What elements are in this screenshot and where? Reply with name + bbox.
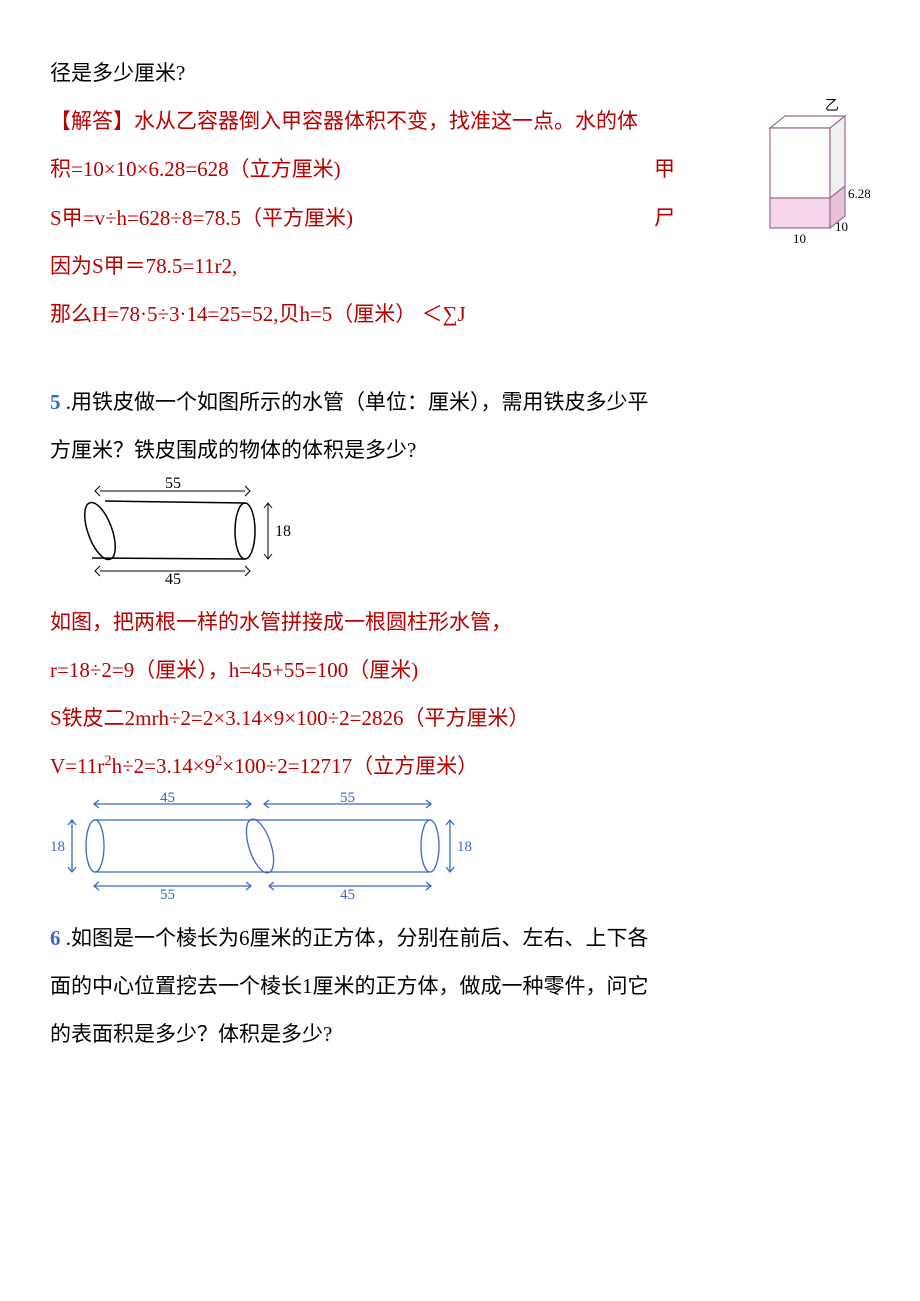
- p1-l2-text: 水从乙容器倒入甲容器体积不变，找准这一点。水的体: [134, 109, 638, 133]
- pipe2-bot-r: 45: [340, 887, 355, 901]
- p1-l4b: 尸: [654, 195, 675, 241]
- pipe2-top-r: 55: [340, 791, 355, 806]
- p2-l6a: V=11r: [50, 754, 104, 778]
- p1-l3b: 甲: [654, 146, 675, 192]
- p2-line6: V=11r2h÷2=3.14×92×100÷2=12717（立方厘米）: [50, 743, 870, 789]
- p1-line6: 那么H=78·5÷3·14=25=52,贝h=5（厘米） ＜∑J: [50, 291, 715, 337]
- p2-line3: 如图，把两根一样的水管拼接成一根圆柱形水管，: [50, 599, 870, 645]
- p1-line3: 积=10×10×6.28=628（立方厘米) 甲: [50, 146, 715, 192]
- p2-l1: .用铁皮做一个如图所示的水管（单位：厘米），需用铁皮多少平: [61, 390, 649, 414]
- p2-l6b: 2: [104, 753, 111, 769]
- pipe1-right-label: 18: [275, 523, 291, 540]
- p1-line1: 径是多少厘米?: [50, 50, 870, 96]
- pipe1-bottom-label: 45: [165, 571, 181, 586]
- pipe2-left: 18: [50, 839, 65, 855]
- cuboid-right-label: 6.28: [848, 186, 870, 201]
- p1-line2: 【解答】水从乙容器倒入甲容器体积不变，找准这一点。水的体: [50, 98, 715, 144]
- p2-num: 5: [50, 390, 61, 414]
- p3-line3: 的表面积是多少？体积是多少?: [50, 1011, 870, 1057]
- pipe1-top-label: 55: [165, 476, 181, 492]
- p1-l2-bracket: 【解答】: [50, 109, 134, 133]
- p1-line5: 因为S甲＝78.5=11r2,: [50, 243, 715, 289]
- cuboid-b2-label: 10: [793, 231, 806, 246]
- p3-line2: 面的中心位置挖去一个棱长1厘米的正方体，做成一种零件，问它: [50, 963, 870, 1009]
- pipe2-right: 18: [457, 839, 472, 855]
- p1-l3a: 积=10×10×6.28=628（立方厘米): [50, 146, 654, 192]
- p3-num: 6: [50, 926, 61, 950]
- p2-l6c: h÷2=3.14×9: [112, 754, 215, 778]
- p2-line5: S铁皮二2mrh÷2=2×3.14×9×100÷2=2826（平方厘米）: [50, 695, 870, 741]
- cuboid-b1-label: 10: [835, 219, 848, 234]
- p2-line2: 方厘米？铁皮围成的物体的体积是多少?: [50, 427, 870, 473]
- p2-line4: r=18÷2=9（厘米），h=45+55=100（厘米): [50, 647, 870, 693]
- p3-line1: 6 .如图是一个棱长为6厘米的正方体，分别在前后、左右、上下各: [50, 915, 870, 961]
- p1-line4: S甲=v÷h=628÷8=78.5（平方厘米) 尸: [50, 195, 715, 241]
- p1-l4a: S甲=v÷h=628÷8=78.5（平方厘米): [50, 195, 654, 241]
- cuboid-top-label: 乙: [825, 98, 839, 114]
- p3-l1: .如图是一个棱长为6厘米的正方体，分别在前后、左右、上下各: [61, 926, 649, 950]
- cuboid-diagram: 乙 6.28 10 10: [735, 98, 870, 266]
- pipe2-bot-l: 55: [160, 887, 175, 901]
- p2-line1: 5 .用铁皮做一个如图所示的水管（单位：厘米），需用铁皮多少平: [50, 379, 870, 425]
- p2-l6e: ×100÷2=12717（立方厘米）: [222, 754, 478, 778]
- pipe2-top-l: 45: [160, 791, 175, 806]
- pipe2-diagram: 45 55 18 18 55 45: [50, 791, 870, 914]
- pipe1-diagram: 55 18 45: [50, 476, 870, 599]
